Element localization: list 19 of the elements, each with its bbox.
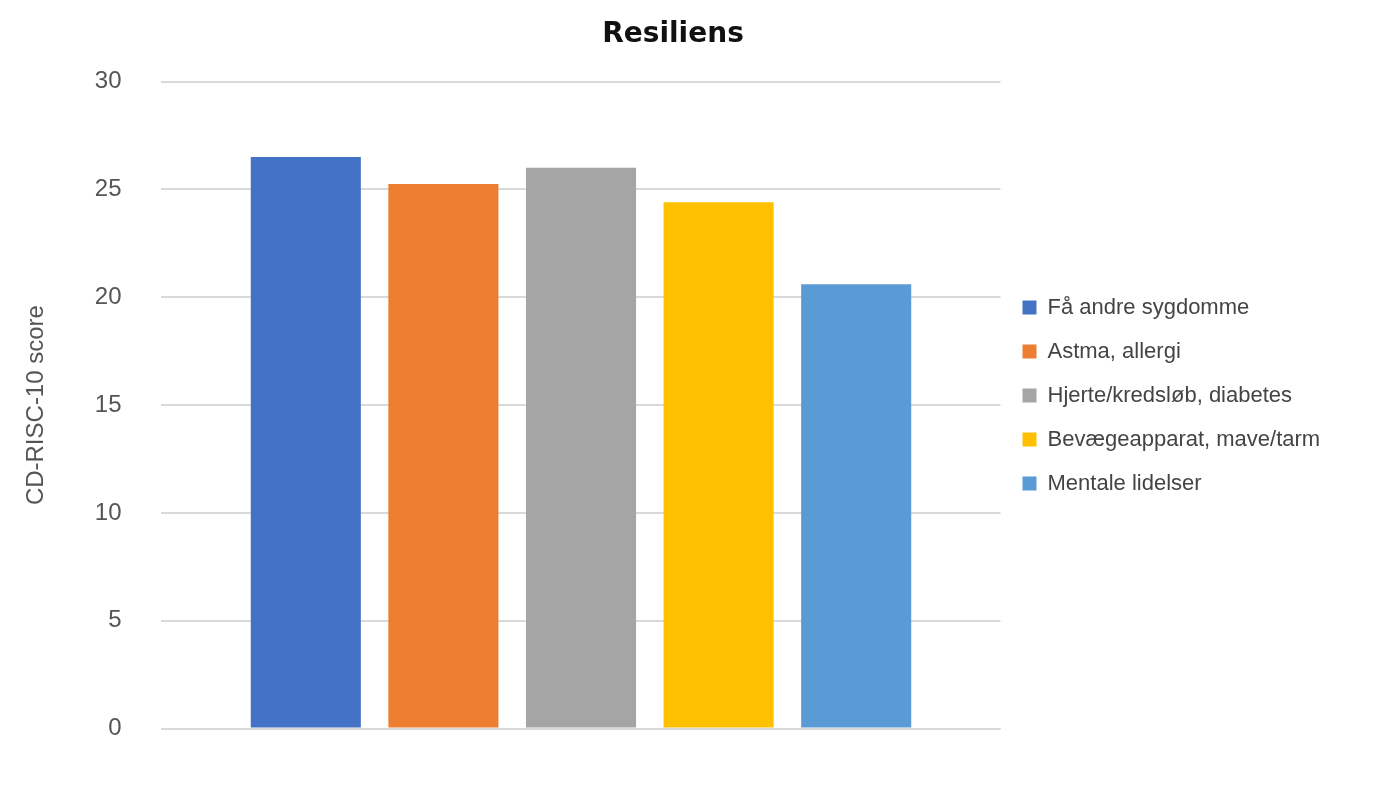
y-axis-title: CD-RISC-10 score xyxy=(21,305,49,506)
y-tick-label: 15 xyxy=(94,389,122,417)
bar xyxy=(525,167,637,728)
chart-title: Resiliens xyxy=(602,16,744,50)
y-tick-label: 10 xyxy=(94,497,122,525)
bar xyxy=(388,184,499,728)
bar xyxy=(663,202,774,728)
y-tick-label: 20 xyxy=(94,281,122,309)
bar xyxy=(250,157,361,728)
y-tick-label: 30 xyxy=(94,66,122,94)
legend-label: Få andre sygdomme xyxy=(1047,293,1250,319)
y-tick-label: 25 xyxy=(94,174,122,202)
legend-label: Hjerte/kredsløb, diabetes xyxy=(1047,381,1293,407)
legend-label: Astma, allergi xyxy=(1047,337,1181,363)
bar xyxy=(801,284,912,728)
y-tick-label: 5 xyxy=(108,605,122,633)
y-tick-label: 0 xyxy=(108,713,122,741)
legend-label: Bevægeapparat, mave/tarm xyxy=(1047,425,1321,451)
legend-label: Mentale lidelser xyxy=(1047,469,1202,495)
